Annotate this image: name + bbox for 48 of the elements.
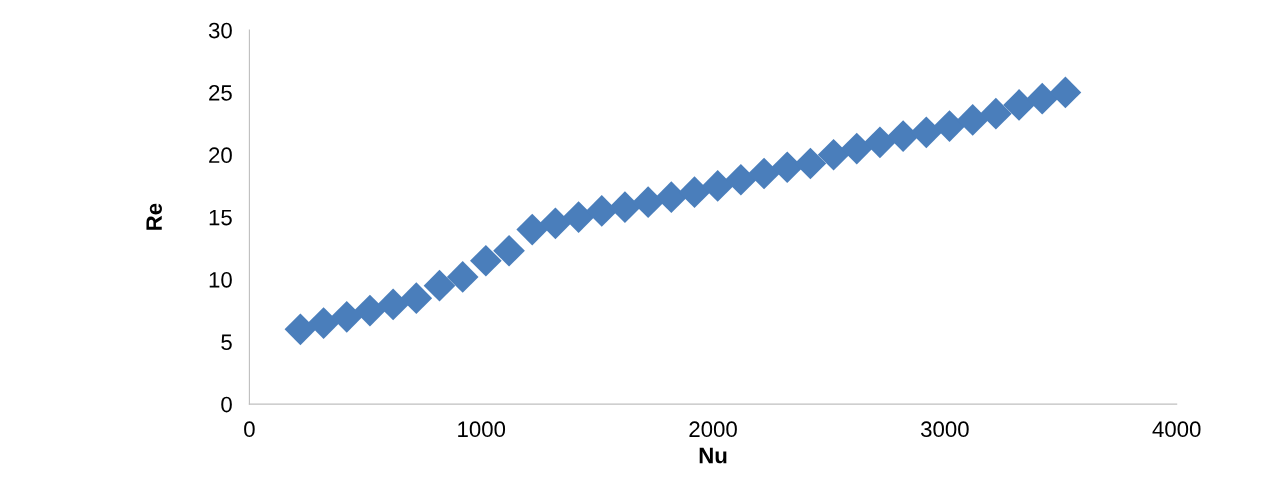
x-tick-label: 4000	[1152, 421, 1201, 438]
y-tick-label: 25	[209, 84, 232, 101]
point	[840, 132, 873, 165]
point	[377, 288, 409, 321]
point	[748, 157, 780, 190]
point	[493, 234, 525, 267]
point	[284, 313, 317, 346]
point	[771, 151, 804, 184]
point	[725, 163, 757, 196]
point	[678, 176, 711, 209]
y-axis-title: Re	[146, 203, 162, 230]
point	[609, 191, 641, 223]
point	[307, 307, 340, 339]
point	[585, 195, 618, 227]
x-axis-title: Nu	[699, 447, 727, 464]
point	[910, 116, 943, 149]
point	[1049, 76, 1082, 109]
point	[701, 170, 734, 202]
point	[956, 104, 989, 136]
point	[330, 301, 363, 333]
point	[933, 110, 966, 142]
point	[794, 147, 827, 180]
point	[562, 201, 595, 233]
y-tick-label: 5	[221, 334, 232, 351]
point	[632, 186, 664, 218]
point	[887, 120, 919, 152]
point	[354, 294, 386, 327]
point	[400, 282, 433, 314]
y-tick-label: 10	[209, 271, 232, 288]
x-tick-label: 0	[244, 421, 255, 438]
point	[655, 181, 688, 214]
point	[516, 213, 549, 246]
point	[1026, 82, 1059, 115]
point	[864, 126, 896, 159]
point	[539, 207, 572, 240]
x-tick-label: 2000	[689, 421, 737, 438]
y-tick-label: 30	[208, 22, 232, 39]
point	[470, 244, 502, 277]
point	[423, 269, 456, 302]
y-tick-label: 0	[221, 396, 232, 413]
point	[980, 97, 1012, 130]
x-tick-label: 1000	[458, 421, 506, 438]
y-tick-label: 20	[209, 147, 232, 164]
point	[1003, 89, 1035, 121]
point	[446, 261, 479, 293]
x-tick-label: 3000	[920, 421, 969, 438]
point	[817, 138, 850, 171]
y-tick-label: 15	[209, 209, 232, 226]
